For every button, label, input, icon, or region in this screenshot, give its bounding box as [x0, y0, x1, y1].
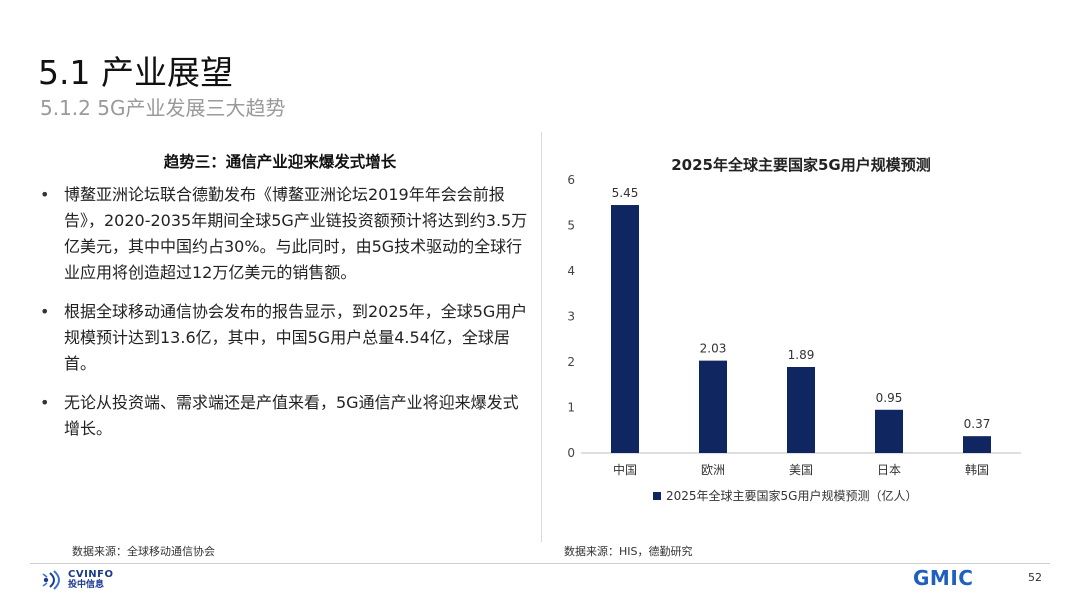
bar: [875, 409, 903, 453]
x-tick-label: 美国: [789, 463, 813, 477]
legend-swatch: [653, 492, 661, 500]
page-subtitle: 5.1.2 5G产业发展三大趋势: [40, 96, 286, 120]
logo-left-line1: CVINFO: [68, 569, 114, 580]
list-item: • 博鳌亚洲论坛联合德勤发布《博鳌亚洲论坛2019年年会会前报告》，2020-2…: [30, 182, 530, 286]
chart-svg: 2025年全球主要国家5G用户规模预测 0 1 2 3 4 5 6 5.45 中国 2.03 欧洲 1.…: [567, 156, 1021, 503]
page-number: 52: [1028, 571, 1042, 584]
data-label: 1.89: [788, 348, 815, 362]
bullet-dot-icon: •: [40, 393, 50, 412]
y-tick-label: 6: [567, 173, 575, 187]
bullet-text: 无论从投资端、需求端还是产值来看，5G通信产业将迎来爆发式增长。: [64, 393, 519, 438]
bullet-text: 根据全球移动通信协会发布的报告显示，到2025年，全球5G用户规模预计达到13.…: [64, 302, 528, 373]
bullet-text: 博鳌亚洲论坛联合德勤发布《博鳌亚洲论坛2019年年会会前报告》，2020-203…: [64, 185, 528, 282]
y-tick-label: 5: [567, 219, 575, 233]
left-data-source: 数据来源：全球移动通信协会: [72, 545, 215, 558]
bar: [963, 436, 991, 453]
bar: [787, 367, 815, 453]
x-tick-label: 韩国: [965, 462, 989, 477]
chart-title: 2025年全球主要国家5G用户规模预测: [671, 156, 931, 174]
list-item: • 根据全球移动通信协会发布的报告显示，到2025年，全球5G用户规模预计达到1…: [30, 299, 530, 377]
data-label: 5.45: [612, 186, 639, 200]
list-item: • 无论从投资端、需求端还是产值来看，5G通信产业将迎来爆发式增长。: [30, 390, 530, 442]
bar-chart: 2025年全球主要国家5G用户规模预测 0 1 2 3 4 5 6 5.45 中国 2.03 欧洲 1.…: [553, 140, 1053, 530]
right-data-source: 数据来源：HIS，德勤研究: [564, 545, 693, 558]
y-tick-label: 1: [567, 401, 575, 415]
footer-divider: [30, 563, 1050, 564]
y-tick-label: 3: [567, 310, 575, 324]
logo-left-line2: 投中信息: [68, 580, 105, 590]
bullet-dot-icon: •: [40, 302, 50, 321]
bar: [699, 360, 727, 453]
y-tick-label: 0: [567, 446, 575, 460]
cvinfo-logo: CVINFO 投中信息: [40, 568, 114, 592]
bullet-list: • 博鳌亚洲论坛联合德勤发布《博鳌亚洲论坛2019年年会会前报告》，2020-2…: [30, 182, 530, 442]
data-label: 0.95: [876, 391, 903, 405]
page-title: 5.1 产业展望: [38, 53, 233, 92]
data-label: 0.37: [964, 417, 991, 431]
legend-label: 2025年全球主要国家5G用户规模预测（亿人）: [666, 488, 917, 503]
y-tick-label: 2: [567, 355, 575, 369]
x-tick-label: 欧洲: [701, 463, 725, 477]
cvinfo-logo-icon: [42, 570, 60, 590]
trend-text-panel: 趋势三：通信产业迎来爆发式增长 • 博鳌亚洲论坛联合德勤发布《博鳌亚洲论坛201…: [30, 150, 530, 455]
x-tick-label: 中国: [613, 462, 637, 477]
y-tick-label: 4: [567, 264, 575, 278]
data-label: 2.03: [700, 342, 727, 356]
bar: [611, 205, 639, 453]
bullet-dot-icon: •: [40, 185, 50, 204]
x-tick-label: 日本: [877, 463, 901, 477]
gmic-logo: GMIC: [913, 566, 974, 590]
trend-heading: 趋势三：通信产业迎来爆发式增长: [163, 153, 397, 171]
column-divider: [541, 132, 542, 542]
